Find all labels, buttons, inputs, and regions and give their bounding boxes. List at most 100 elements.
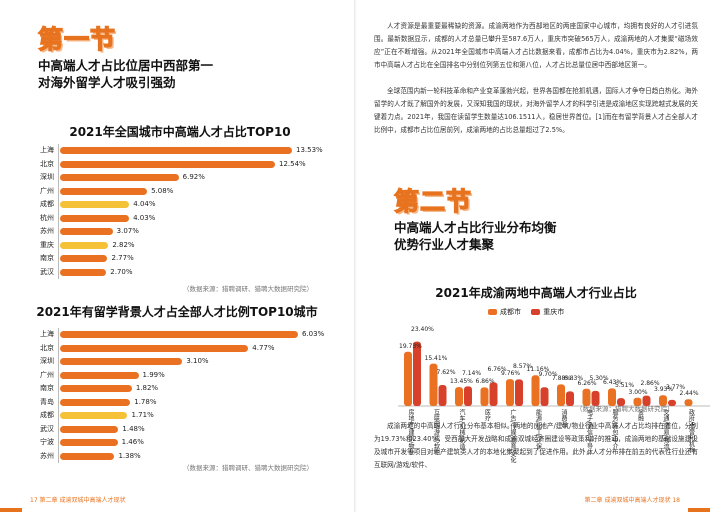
value-label: 2.70%: [110, 267, 133, 276]
bar-chongqing: [668, 399, 676, 406]
bar-value-label: 3.77%: [666, 383, 686, 391]
right-page: 人才资源是最重要最稀缺的资源。成渝两地作为西部地区的两座国家中心城市，均拥有良好…: [356, 0, 710, 512]
category-label: 北京: [40, 343, 54, 352]
bar-chongqing: [642, 395, 651, 406]
bar-chongqing: [566, 391, 574, 406]
value-label: 1.38%: [118, 451, 141, 460]
bar-value-label: 7.88%: [552, 375, 572, 383]
category-label: 武汉: [40, 424, 54, 433]
bar: [60, 228, 113, 235]
left-footer: 17 第二章 成渝双城中高端人才现状: [30, 497, 126, 504]
chart-row: 南京 2.77%: [14, 252, 334, 265]
paragraph-3: 成渝两地的中高端人才行业分布基本相似。两地的房地产/建筑/物业行业中高端人才占比…: [374, 422, 698, 469]
chart-row: 广州 1.99%: [14, 369, 334, 382]
legend-label-chengdu: 成都市: [500, 308, 521, 316]
category-label: 上海: [40, 330, 54, 338]
bar-value-label: 2.86%: [640, 379, 660, 387]
value-label: 12.54%: [279, 159, 306, 168]
bar: [60, 187, 148, 195]
bar-value-label: 6.83%: [564, 375, 584, 383]
chart3-title: 2021年成渝两地中高端人才行业占比: [435, 286, 637, 300]
value-label: 6.03%: [302, 330, 325, 338]
category-label: 南京: [40, 384, 54, 392]
bar-value-label: 15.41%: [424, 354, 448, 362]
category-label: 深圳: [40, 173, 54, 181]
chart3-legend: 成都市 重庆市: [488, 307, 564, 317]
bar: [60, 344, 249, 352]
chart3-industry-share: [398, 341, 710, 407]
category-label: 宁波: [40, 438, 54, 446]
bar-chengdu: [404, 351, 412, 406]
bar: [60, 358, 183, 365]
bar: [60, 214, 130, 222]
heading-line-2: 优势行业人才集聚: [394, 237, 495, 252]
bar: [60, 425, 119, 433]
bar-value-label: 6.43%: [603, 379, 623, 387]
chart-row: 青岛 1.78%: [14, 396, 334, 409]
bar: [60, 331, 298, 338]
section-1-heading: 中高端人才占比位居中西部第一 对海外留学人才吸引强劲: [38, 57, 213, 91]
bar-chengdu: [455, 387, 463, 406]
value-label: 1.82%: [135, 384, 159, 392]
page-gutter: [354, 0, 356, 512]
chart3-source: （数据来源：猎聘大数据研究院）: [576, 405, 674, 413]
bar-value-label: 13.45%: [450, 378, 473, 386]
bar-value-label: 6.26%: [577, 379, 597, 387]
bar-value-label: 6.86%: [475, 378, 495, 386]
chart-row: 深圳 6.92%: [14, 171, 334, 184]
value-label: 3.07%: [116, 227, 139, 235]
section-1-title: 第一节: [37, 24, 117, 54]
bar: [60, 439, 118, 446]
value-label: 2.82%: [112, 240, 135, 249]
bar: [60, 371, 139, 379]
bar: [60, 412, 128, 419]
chart-row: 杭州 4.03%: [14, 212, 334, 225]
value-label: 6.92%: [182, 173, 205, 181]
bar-chongqing: [515, 379, 523, 406]
bar-chengdu: [659, 395, 667, 406]
category-label: 服务/外包/中介: [611, 409, 618, 450]
chart-row: 北京 12.54%: [14, 158, 334, 171]
bar: [60, 147, 292, 154]
bar-value-label: 19.73%: [399, 342, 422, 350]
bar-chengdu: [582, 388, 591, 406]
value-label: 1.78%: [134, 397, 157, 406]
bar: [60, 255, 108, 262]
bar-value-label: 8.57%: [513, 363, 533, 371]
bar: [60, 452, 115, 460]
bar-chengdu: [531, 375, 540, 406]
value-label: 4.03%: [133, 213, 156, 222]
category-label: 广告/传媒/教育/文化: [509, 409, 516, 464]
chart-axis: [58, 328, 59, 463]
bar: [60, 398, 131, 406]
category-label: 广州: [40, 370, 54, 379]
bar-chongqing: [489, 382, 498, 406]
category-label: 成都: [40, 411, 54, 419]
heading-line-2: 对海外留学人才吸引强劲: [38, 75, 176, 90]
value-label: 13.53%: [296, 146, 323, 154]
chart2-title: 2021年有留学背景人才占全部人才比例TOP10城市: [36, 305, 318, 319]
chart-row: 上海 6.03%: [14, 328, 334, 341]
bar-chengdu: [429, 363, 438, 406]
category-label: 武汉: [40, 267, 54, 276]
category-label: 青岛: [40, 397, 54, 406]
bar: [60, 241, 109, 249]
paragraph-2: 全球范围内新一轮科技革命和产业变革蓬勃兴起，世界各国都在抢抓机遇，国际人才争夺日…: [374, 87, 698, 134]
chart-row: 北京 4.77%: [14, 342, 334, 355]
chart3-categories: 房地产/建筑/物业 互联网/游戏/软件 汽车/机械/制造 医疗 广告/传媒/教育/文化 能…: [356, 409, 710, 463]
category-label: 互联网/游戏/软件: [432, 409, 440, 456]
value-label: 4.04%: [133, 200, 156, 208]
category-label: 杭州: [40, 213, 54, 222]
chart1-talent-share: 上海 13.53% 北京 12.54% 深圳 6.92% 广州 5.08% 成都 4.04% 杭州 4…: [14, 144, 334, 284]
category-label: 能源/化工/环保: [534, 409, 542, 450]
chart-row: 重庆 2.82%: [14, 239, 334, 252]
category-label: 消费品: [560, 409, 567, 427]
chart-row: 武汉 1.48%: [14, 423, 334, 436]
heading-line-1: 中高端人才占比行业分布均衡: [394, 220, 557, 235]
value-label: 5.08%: [151, 186, 174, 195]
bar: [60, 385, 132, 392]
category-label: 成都: [40, 200, 54, 208]
bar-chongqing: [413, 341, 421, 406]
category-label: 汽车/机械/制造: [458, 409, 465, 450]
